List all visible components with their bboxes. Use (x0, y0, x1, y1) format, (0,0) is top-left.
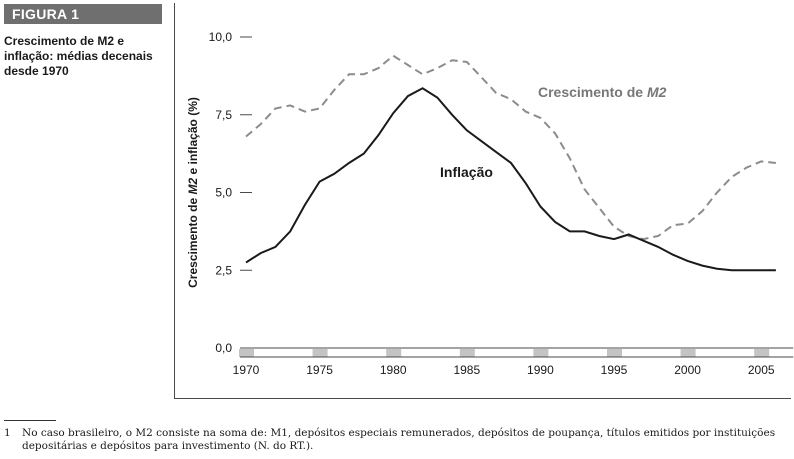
footnote-divider (4, 420, 56, 421)
y-tick-label-7,5: 7,5 (215, 108, 232, 122)
band-1985 (459, 349, 475, 357)
figure-caption: Crescimento de M2 e inflação: médias dec… (4, 34, 153, 78)
series-label-inflation: Inflação (440, 164, 493, 180)
x-tick-label-1970: 1970 (233, 363, 260, 377)
x-tick-label-1975: 1975 (306, 363, 333, 377)
series-line-m2-growth (245, 54, 777, 241)
y-tick-label-2,5: 2,5 (215, 263, 232, 277)
figure-label: FIGURA 1 (4, 4, 162, 24)
band-1970 (239, 349, 254, 357)
x-tick-label-1980: 1980 (380, 363, 407, 377)
series-line-inflation (245, 87, 776, 272)
footnote-number: 1 (4, 427, 11, 439)
y-ticks: 0,0 2,5 5,0 7,5 10,0 (209, 30, 252, 355)
footnote-line-2: depositárias e depósitos para investimen… (22, 440, 314, 452)
line-chart: 0,0 2,5 5,0 7,5 10,0 1970 1975 1980 1985 1990 199… (186, 30, 794, 377)
y-tick-label-10,0: 10,0 (209, 30, 233, 44)
band-2005 (754, 349, 770, 357)
band-1995 (607, 349, 622, 357)
x-tick-label-1990: 1990 (527, 363, 554, 377)
y-tick-label-0,0: 0,0 (215, 341, 232, 355)
band-2000 (680, 349, 696, 357)
chart-frame (174, 3, 791, 399)
band-1975 (312, 349, 328, 357)
band-1990 (533, 349, 549, 357)
band-1980 (386, 349, 402, 357)
footnote-line-1: No caso brasileiro, o M2 consiste na som… (22, 427, 776, 439)
x-tick-label-2000: 2000 (674, 363, 701, 377)
x-tick-label-1995: 1995 (601, 363, 628, 377)
y-tick-label-5,0: 5,0 (215, 186, 232, 200)
x-tick-label-2005: 2005 (748, 363, 775, 377)
footnote: 1 No caso brasileiro, o M2 consiste na so… (4, 427, 784, 453)
x-tick-label-1985: 1985 (453, 363, 480, 377)
x-ticks: 1970 1975 1980 1985 1990 1995 2000 2005 (233, 363, 775, 377)
series-label-m2-growth: Crescimento de M2 (538, 84, 667, 100)
decade-bands (239, 349, 794, 358)
y-axis-label: Crescimento de M2 e inflação (%) (186, 97, 200, 288)
